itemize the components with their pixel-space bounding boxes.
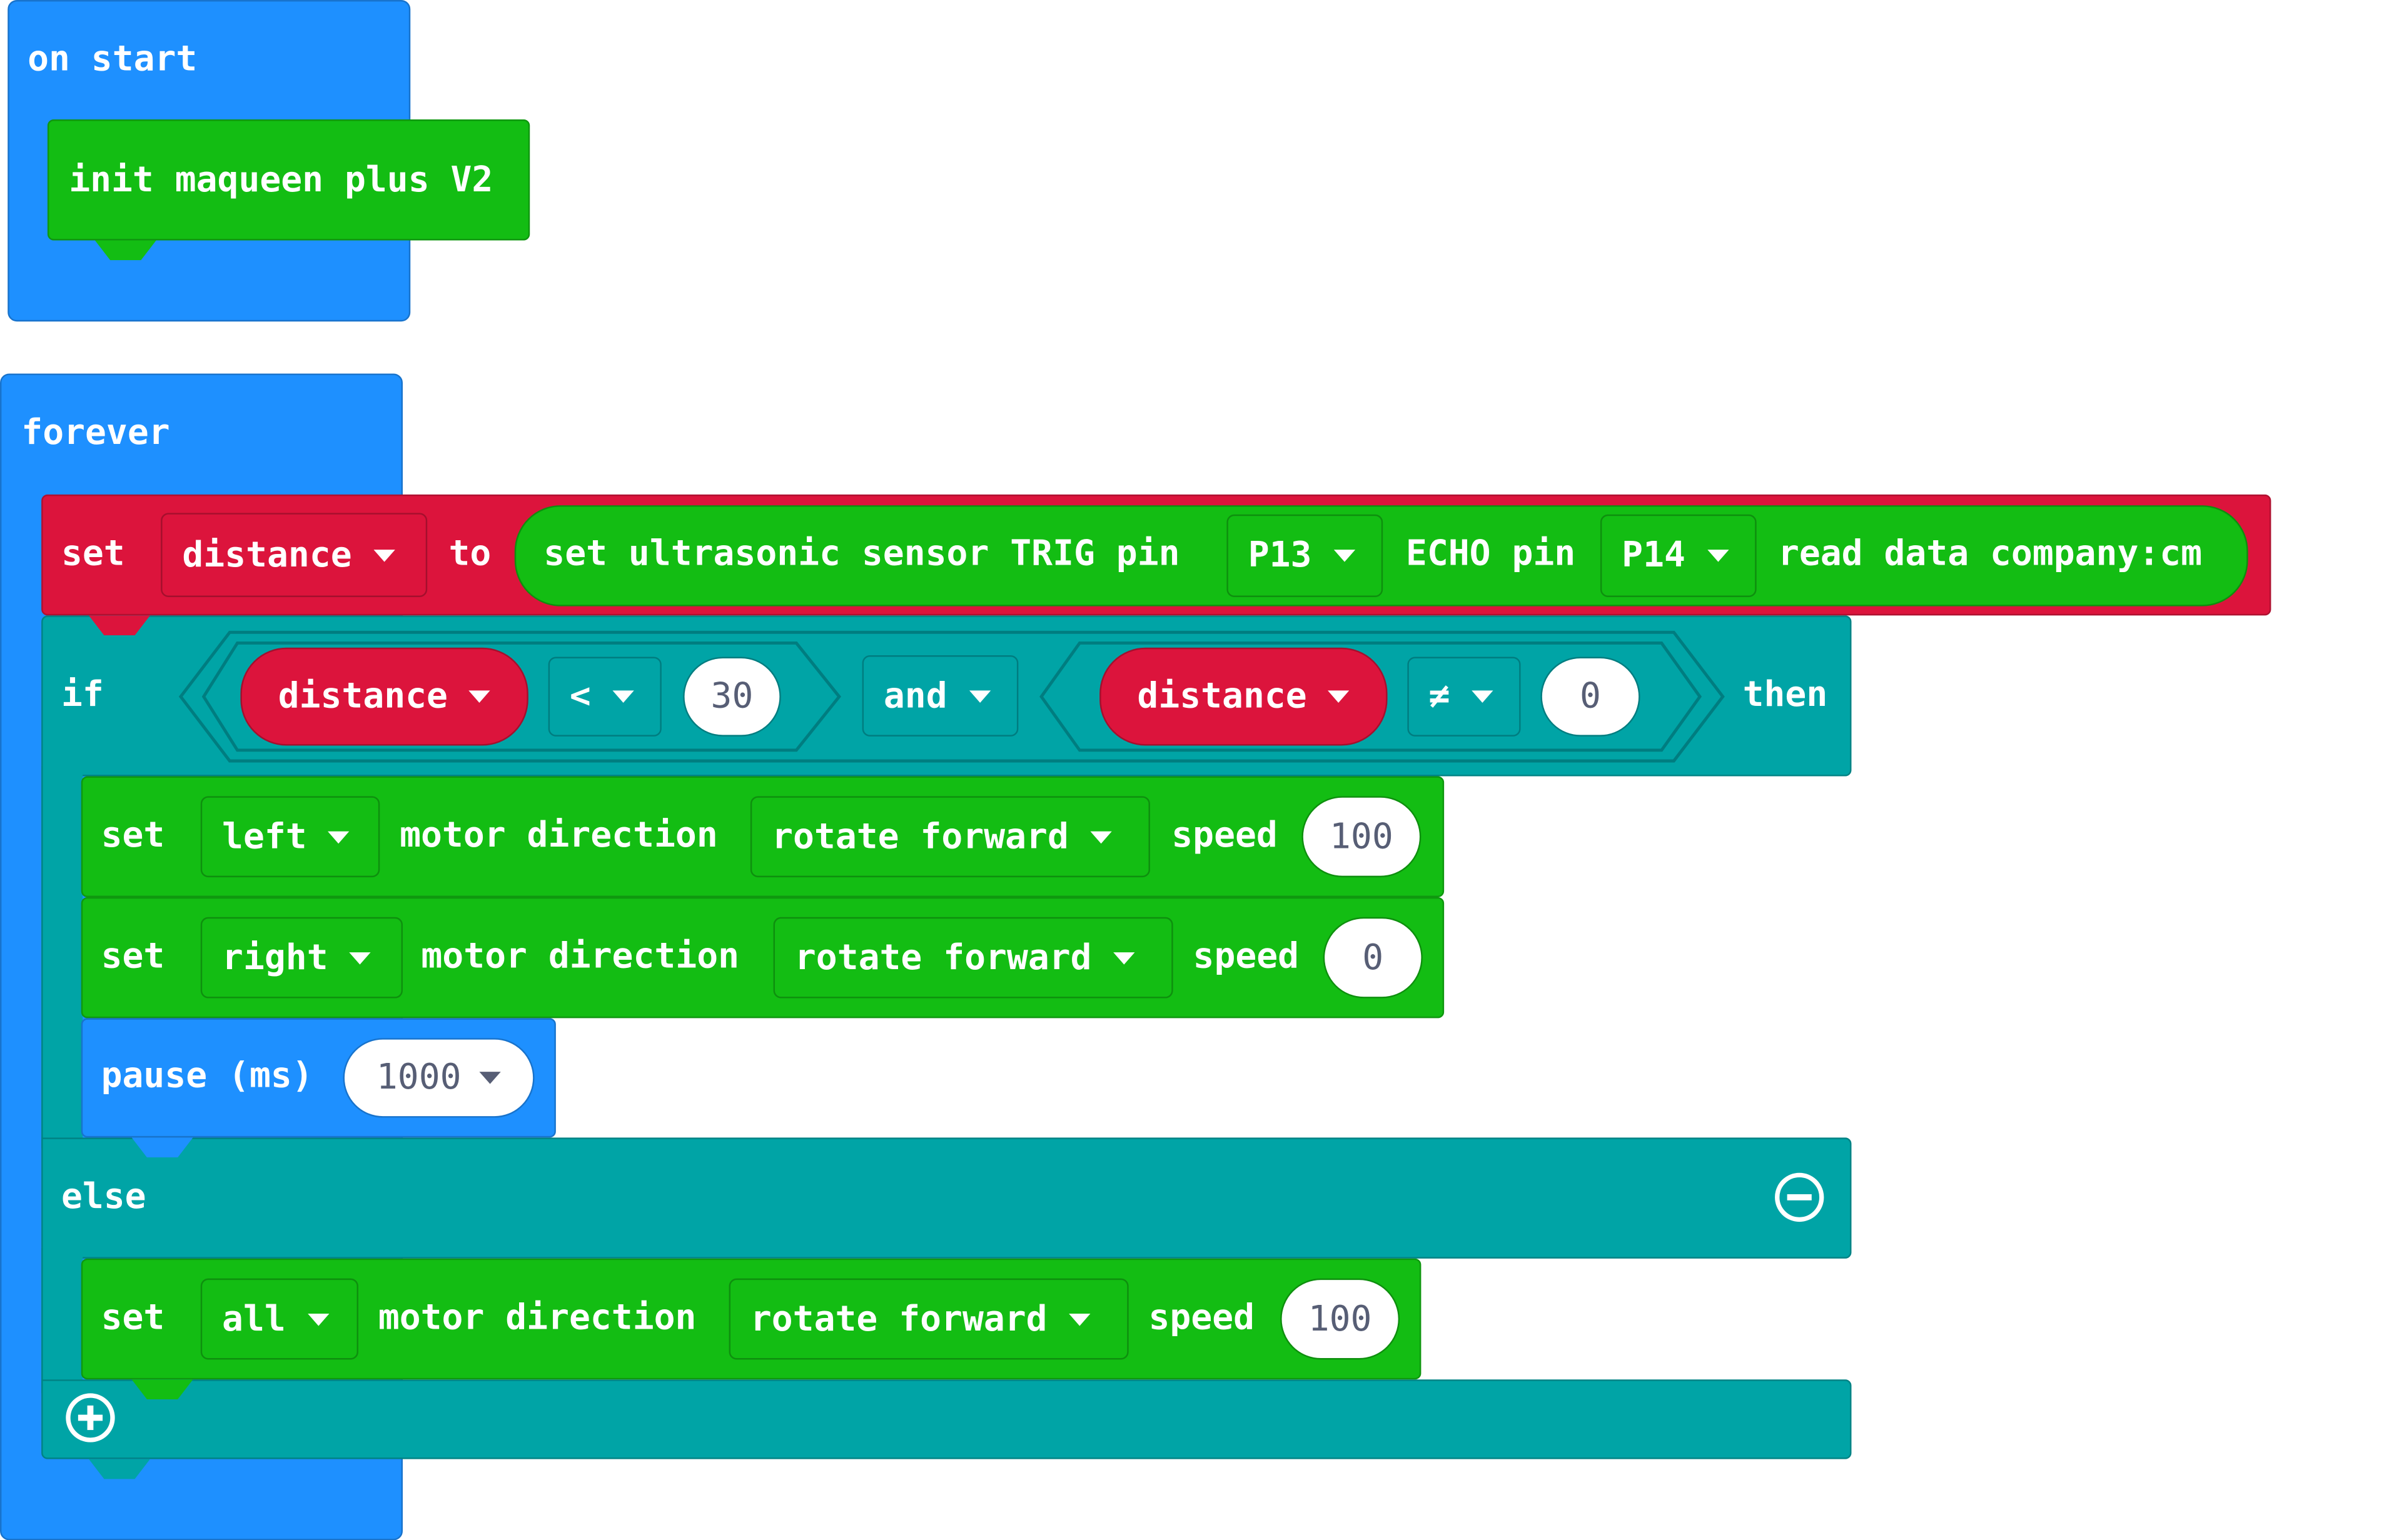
logic-op-dropdown[interactable]: and xyxy=(862,655,1019,737)
motor-dropdown[interactable]: right xyxy=(200,917,403,999)
number-value: 0 xyxy=(1362,937,1384,978)
chevron-down-icon xyxy=(349,951,371,964)
chevron-down-icon xyxy=(479,1072,502,1084)
else-label: else xyxy=(61,1177,146,1217)
pause-duration-dropdown[interactable]: 1000 xyxy=(343,1038,535,1118)
set-label: set xyxy=(101,937,165,977)
set-label: set xyxy=(101,816,165,856)
trig-pin-value: P13 xyxy=(1248,536,1312,576)
variable-name: distance xyxy=(278,677,448,717)
remove-else-minus-icon[interactable] xyxy=(1775,1172,1824,1222)
variable-dropdown[interactable]: distance xyxy=(161,513,428,597)
chevron-down-icon xyxy=(612,690,634,703)
motor-direction-label: motor direction xyxy=(400,816,718,856)
ultrasonic-suffix: read data company:cm xyxy=(1777,534,2203,575)
chevron-down-icon xyxy=(373,548,395,561)
compare-op-dropdown-right[interactable]: ≠ xyxy=(1407,657,1521,737)
distance-variable-left[interactable]: distance xyxy=(240,647,528,746)
trig-pin-dropdown[interactable]: P13 xyxy=(1226,514,1383,597)
operator: < xyxy=(569,677,591,717)
to-label: to xyxy=(448,534,492,575)
ultrasonic-sensor-block[interactable] xyxy=(514,505,2248,606)
motor-direction-label: motor direction xyxy=(378,1298,697,1339)
then-label: then xyxy=(1742,675,1828,715)
distance-variable-right[interactable]: distance xyxy=(1099,647,1388,746)
number-input-30[interactable]: 30 xyxy=(683,657,781,737)
number-value: 30 xyxy=(710,677,754,717)
speed-input[interactable]: 100 xyxy=(1301,796,1422,878)
direction-dropdown[interactable]: rotate forward xyxy=(729,1278,1129,1360)
chevron-down-icon xyxy=(1707,550,1729,562)
operator: and xyxy=(883,676,947,716)
direction-value: rotate forward xyxy=(772,817,1069,857)
motor-direction-label: motor direction xyxy=(421,937,740,977)
motor-dropdown[interactable]: all xyxy=(200,1278,358,1360)
number-input-0[interactable]: 0 xyxy=(1540,657,1640,737)
compare-op-dropdown-left[interactable]: < xyxy=(548,657,662,737)
ultrasonic-prefix: set ultrasonic sensor TRIG pin xyxy=(543,534,1180,575)
speed-label: speed xyxy=(1193,937,1300,977)
number-value: 1000 xyxy=(376,1058,462,1098)
number-value: 100 xyxy=(1308,1299,1372,1339)
variable-name: distance xyxy=(1137,677,1307,717)
speed-label: speed xyxy=(1148,1298,1255,1339)
speed-input[interactable]: 0 xyxy=(1323,917,1423,999)
echo-label: ECHO pin xyxy=(1405,534,1576,575)
number-value: 0 xyxy=(1579,677,1601,717)
chevron-down-icon xyxy=(1113,951,1135,964)
chevron-down-icon xyxy=(968,690,991,702)
direction-value: rotate forward xyxy=(794,937,1092,978)
init-maqueen-label: init maqueen plus V2 xyxy=(69,161,493,201)
chevron-down-icon xyxy=(1328,690,1350,703)
on-start-label: on start xyxy=(28,39,198,80)
forever-label: forever xyxy=(21,413,170,453)
direction-value: rotate forward xyxy=(750,1299,1048,1339)
motor-value: right xyxy=(222,937,328,978)
if-rail xyxy=(41,765,83,1149)
motor-dropdown[interactable]: left xyxy=(200,796,380,878)
number-value: 100 xyxy=(1330,817,1393,857)
motor-value: all xyxy=(222,1299,286,1339)
echo-pin-dropdown[interactable]: P14 xyxy=(1600,514,1757,597)
motor-value: left xyxy=(222,817,307,857)
direction-dropdown[interactable]: rotate forward xyxy=(773,917,1173,999)
echo-pin-value: P14 xyxy=(1622,536,1685,576)
chevron-down-icon xyxy=(307,1312,329,1326)
pause-label: pause (ms) xyxy=(101,1056,313,1097)
chevron-down-icon xyxy=(1090,830,1112,843)
set-label: set xyxy=(61,534,125,575)
if-label: if xyxy=(61,675,104,715)
else-rail xyxy=(41,1247,83,1394)
if-bottom xyxy=(41,1379,1852,1459)
operator: ≠ xyxy=(1428,677,1450,717)
speed-input[interactable]: 100 xyxy=(1280,1278,1400,1360)
chevron-down-icon xyxy=(328,830,350,843)
chevron-down-icon xyxy=(1471,690,1493,703)
variable-name: distance xyxy=(182,535,352,575)
chevron-down-icon xyxy=(1068,1312,1091,1326)
init-maqueen-block[interactable] xyxy=(47,119,530,241)
else-row xyxy=(41,1137,1852,1259)
speed-label: speed xyxy=(1171,816,1278,856)
add-else-if-plus-icon[interactable] xyxy=(66,1393,115,1442)
direction-dropdown[interactable]: rotate forward xyxy=(750,796,1150,878)
set-label: set xyxy=(101,1298,165,1339)
chevron-down-icon xyxy=(469,690,491,703)
chevron-down-icon xyxy=(1333,550,1355,562)
